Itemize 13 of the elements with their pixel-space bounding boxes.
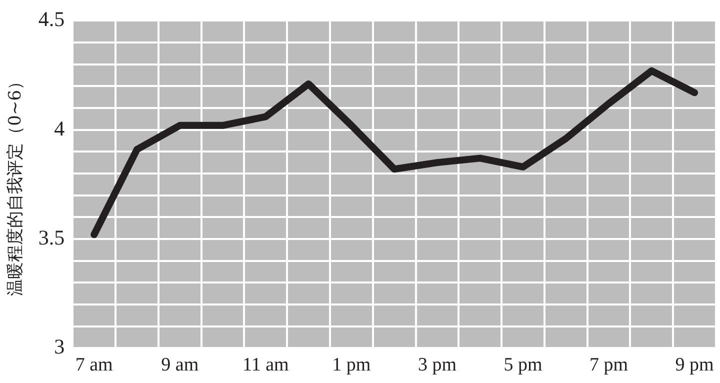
y-tick-label: 4.5 [38, 7, 65, 32]
x-tick-label: 9 am [161, 354, 199, 376]
x-tick-label: 7 pm [590, 354, 628, 376]
x-tick-label: 3 pm [418, 354, 457, 376]
y-tick-label: 3 [54, 334, 65, 359]
x-tick-label: 5 pm [504, 354, 542, 376]
y-tick-label: 4 [54, 116, 66, 140]
y-axis-title: 温暖程度的自我评定（0~6） [6, 72, 26, 296]
x-tick-label: 7 am [75, 354, 114, 376]
x-tick-label: 1 pm [332, 354, 371, 376]
y-tick-label: 3.5 [38, 226, 65, 250]
x-tick-label: 11 am [242, 354, 289, 376]
x-tick-label: 9 pm [675, 354, 714, 376]
